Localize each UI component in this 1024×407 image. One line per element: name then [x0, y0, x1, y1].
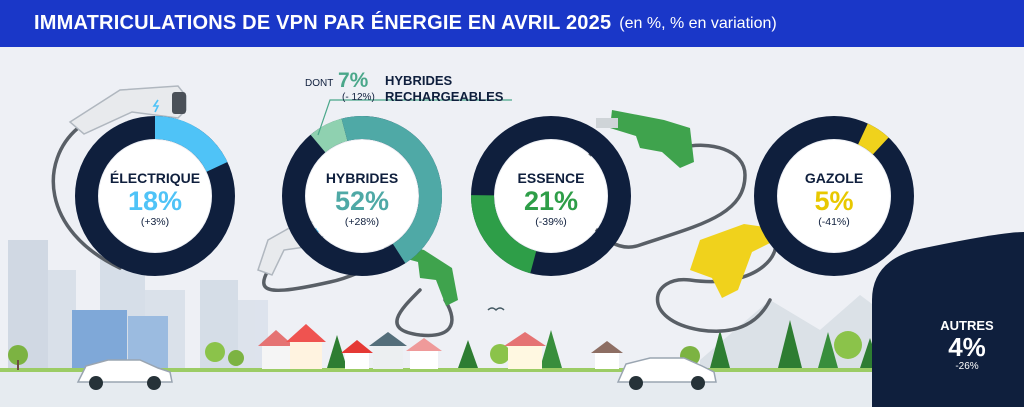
car-left: [76, 359, 173, 390]
autres-change: -26%: [955, 361, 979, 372]
trees: [8, 320, 880, 370]
ring-change: (-39%): [535, 216, 567, 228]
ring-segment-hybrides-0: [310, 118, 348, 153]
autres-name: AUTRES: [940, 318, 994, 333]
note-pct: 7%: [338, 69, 369, 92]
ring-change: (+3%): [140, 216, 170, 228]
ring-name: ÉLECTRIQUE: [109, 170, 201, 186]
ring-gazole: [754, 116, 914, 276]
ring-center-essence: [495, 140, 607, 252]
ring-name: ESSENCE: [517, 170, 585, 186]
ring-hybrides: [282, 115, 443, 276]
ring-change: (-41%): [818, 216, 850, 228]
houses: [258, 324, 623, 369]
ring-label-electrique: ÉLECTRIQUE 18% (+3%): [100, 170, 210, 228]
ring-track-gazole: [754, 116, 914, 276]
grass-strip: [0, 368, 1024, 372]
ring-center-electrique: [99, 140, 211, 252]
ring-segment-electrique-0: [155, 116, 228, 172]
ring-pct: 5%: [814, 186, 854, 216]
autres-pct: 4%: [948, 332, 986, 362]
ring-label-gazole: GAZOLE 5% (-41%): [779, 170, 889, 228]
ring-name: HYBRIDES: [325, 170, 399, 186]
note-label-line1: HYBRIDES: [385, 73, 453, 88]
ring-pct: 21%: [523, 186, 579, 216]
ring-label-essence: ESSENCE 21% (-39%): [496, 170, 606, 228]
car-right: [616, 357, 717, 390]
note-change: (- 12%): [342, 92, 375, 103]
ring-center-hybrides: [306, 140, 418, 252]
note-label: HYBRIDES RECHARGEABLES: [385, 73, 503, 105]
page-title: IMMATRICULATIONS DE VPN PAR ÉNERGIE EN A…: [34, 12, 612, 34]
ring-electrique: [75, 116, 235, 276]
birds-icon: [487, 307, 505, 312]
mountains: [700, 295, 920, 370]
page-subtitle: (en %, % en variation): [619, 14, 777, 32]
hybrid-note-leader: [317, 99, 512, 136]
ring-pct: 52%: [334, 186, 390, 216]
note-label-line2: RECHARGEABLES: [385, 89, 504, 104]
ring-name: GAZOLE: [804, 170, 864, 186]
essence-fuel-nozzle-icon: [596, 110, 694, 168]
ev-charger-icon: [68, 85, 187, 135]
ring-essence: [471, 116, 631, 276]
ring-label-hybrides: HYBRIDES 52% (+28%): [307, 170, 417, 228]
ring-segment-gazole-0: [858, 123, 889, 155]
ring-segment-essence-0: [471, 195, 537, 274]
ring-change: (+28%): [344, 216, 380, 228]
note-prefix: DONT: [305, 78, 334, 89]
autres-label: AUTRES 4% -26%: [930, 318, 1004, 372]
ring-segment-hybrides-1: [341, 115, 443, 264]
autres-badge-shape: [872, 232, 1024, 407]
ring-center-gazole: [778, 140, 890, 252]
donut-rings: [75, 115, 914, 276]
ring-pct: 18%: [127, 186, 183, 216]
header-bar: IMMATRICULATIONS DE VPN PAR ÉNERGIE EN A…: [0, 0, 1024, 47]
